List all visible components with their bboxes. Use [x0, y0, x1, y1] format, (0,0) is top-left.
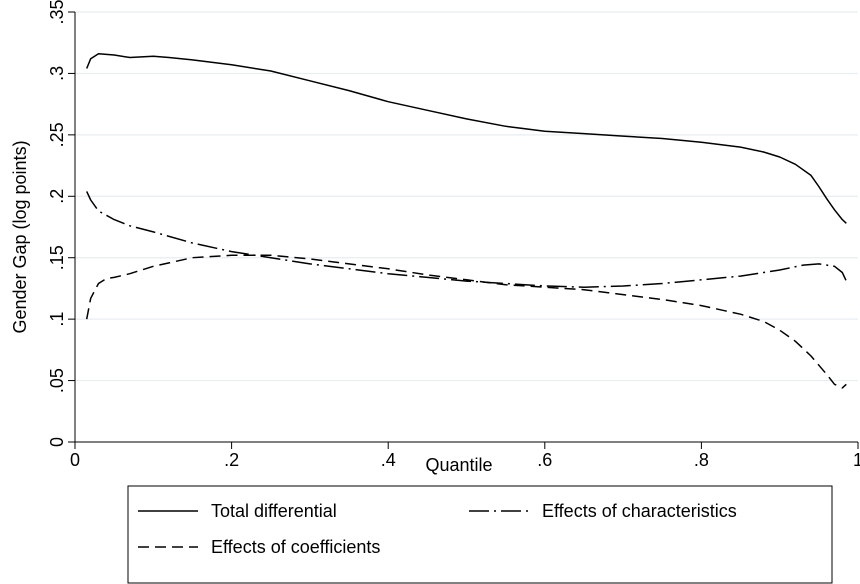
- x-tick-label: .6: [537, 450, 552, 470]
- x-axis-title: Quantile: [425, 455, 492, 475]
- legend-label-0: Total differential: [211, 501, 337, 521]
- x-tick-label: .4: [381, 450, 396, 470]
- y-ticks: 0 .05 .1 .15 .2 .25 .3 .35: [47, 0, 75, 447]
- legend: Total differential Effects of characteris…: [127, 485, 833, 584]
- legend-label-1: Effects of characteristics: [542, 501, 737, 521]
- series-line-1: [86, 191, 847, 288]
- y-tick-label: .3: [47, 66, 67, 81]
- legend-box: [127, 485, 833, 584]
- y-tick-label: .1: [47, 312, 67, 327]
- legend-label-2: Effects of coefficients: [211, 537, 380, 557]
- axes: [74, 12, 858, 443]
- x-tick-label: .8: [694, 450, 709, 470]
- grid-lines: [75, 11, 858, 382]
- y-tick-label: 0: [47, 437, 67, 447]
- x-tick-label: 1: [853, 450, 860, 470]
- y-axis-title: Gender Gap (log points): [10, 140, 30, 333]
- y-tick-label: .2: [47, 189, 67, 204]
- series-line-0: [86, 53, 847, 224]
- x-tick-label: 0: [70, 450, 80, 470]
- x-tick-label: .2: [224, 450, 239, 470]
- series-layer: [85, 53, 847, 389]
- y-tick-label: .25: [47, 122, 67, 147]
- y-tick-label: .05: [47, 368, 67, 393]
- y-tick-label: .35: [47, 0, 67, 25]
- x-ticks: 0 .2 .4 .6 .8 1: [70, 442, 860, 470]
- y-tick-label: .15: [47, 245, 67, 270]
- series-line-2: [85, 254, 847, 389]
